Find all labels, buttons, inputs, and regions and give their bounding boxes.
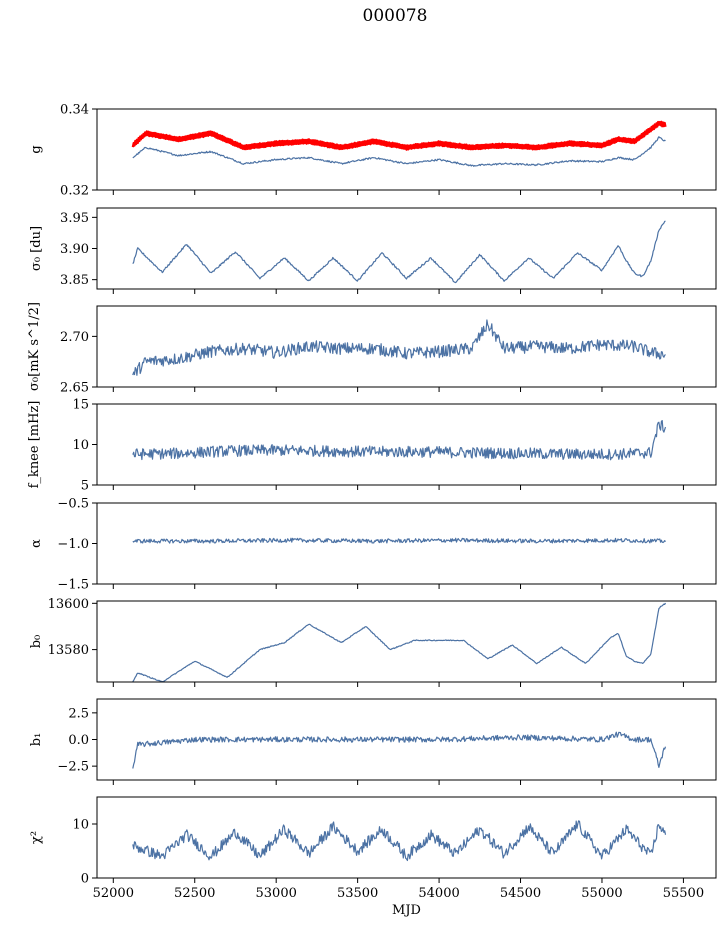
y-tick-label: 5 [81,479,89,494]
y-axis-label: b₀ [29,635,44,649]
series-line [132,537,666,544]
subplot-2: 3.85 3.90 3.95 σ₀ [du] [29,207,717,294]
subplot-3: 2.65 2.70 σ₀[mK s^1/2] [27,302,717,396]
y-axis-label: g [29,145,44,153]
y-tick-label: 13580 [48,643,89,658]
y-tick-label: 0 [81,872,89,887]
axes-frame [96,108,717,191]
x-tick-label: 55500 [663,886,704,901]
plot-area [132,602,667,682]
series-line [132,602,667,682]
x-tick-label: 52500 [174,886,215,901]
y-tick-label: 0.32 [60,184,89,199]
x-axis-label: MJD [392,903,421,918]
subplot-8: 0 10 52000 52500 53000 53500 54000 54500 55000 55… [29,796,717,918]
y-tick-label: 0.34 [60,103,89,118]
subplot-4: 5 10 15 f_knee [mHz] [27,398,717,494]
y-tick-label: −2.5 [57,760,89,775]
subplot-5: −1.5 −1.0 −0.5 α [29,497,717,593]
subplot-6: 13580 13600 b₀ [29,597,717,687]
y-axis-label: b₁ [29,733,44,747]
series-line-red [131,120,667,151]
y-tick-label: 10 [72,818,89,833]
series-line [132,220,666,284]
y-tick-label: 3.90 [60,242,89,257]
y-tick-label: 13600 [48,597,89,612]
y-tick-label: 2.65 [60,381,89,396]
y-axis-label: α [29,539,44,548]
x-tick-label: 54000 [418,886,459,901]
y-axis-label: σ₀[mK s^1/2] [27,302,42,391]
axes-frame [96,502,717,585]
series-line [132,319,666,376]
series-line [132,820,667,862]
y-tick-label: −0.5 [57,497,89,512]
y-tick-label: 3.85 [60,273,89,288]
y-tick-label: 15 [72,398,89,413]
series-line [132,420,667,461]
y-tick-label: 3.95 [60,211,89,226]
axes-frame [96,600,717,683]
subplot-1: 0.32 0.34 g [29,103,717,199]
plot-area [132,537,666,544]
plot-area [132,220,666,284]
x-tick-label: 55000 [581,886,622,901]
y-axis-label: χ² [29,831,44,844]
plot-area [132,319,666,376]
axes-frame [96,305,717,388]
axes-frame [96,796,717,879]
subplot-7: −2.5 0.0 2.5 b₁ [29,698,717,785]
y-axis-label: f_knee [mHz] [27,401,42,489]
x-tick-label: 53500 [337,886,378,901]
y-tick-label: −1.5 [57,578,89,593]
y-tick-label: 2.70 [60,330,89,345]
y-tick-label: 2.5 [68,706,89,721]
plot-area [132,420,667,461]
axes-frame [96,403,717,486]
series-line [132,136,666,167]
plot-area [132,820,667,862]
series-line [132,731,667,769]
y-tick-label: −1.0 [57,537,89,552]
figure-title: 000078 [362,6,428,26]
x-tick-label: 53000 [256,886,297,901]
x-tick-label: 52000 [93,886,134,901]
y-tick-label: 10 [72,438,89,453]
y-axis-label: σ₀ [du] [29,226,44,271]
plot-area [132,731,667,769]
plot-area [131,120,667,167]
x-tick-label: 54500 [500,886,541,901]
y-tick-label: 0.0 [68,733,89,748]
